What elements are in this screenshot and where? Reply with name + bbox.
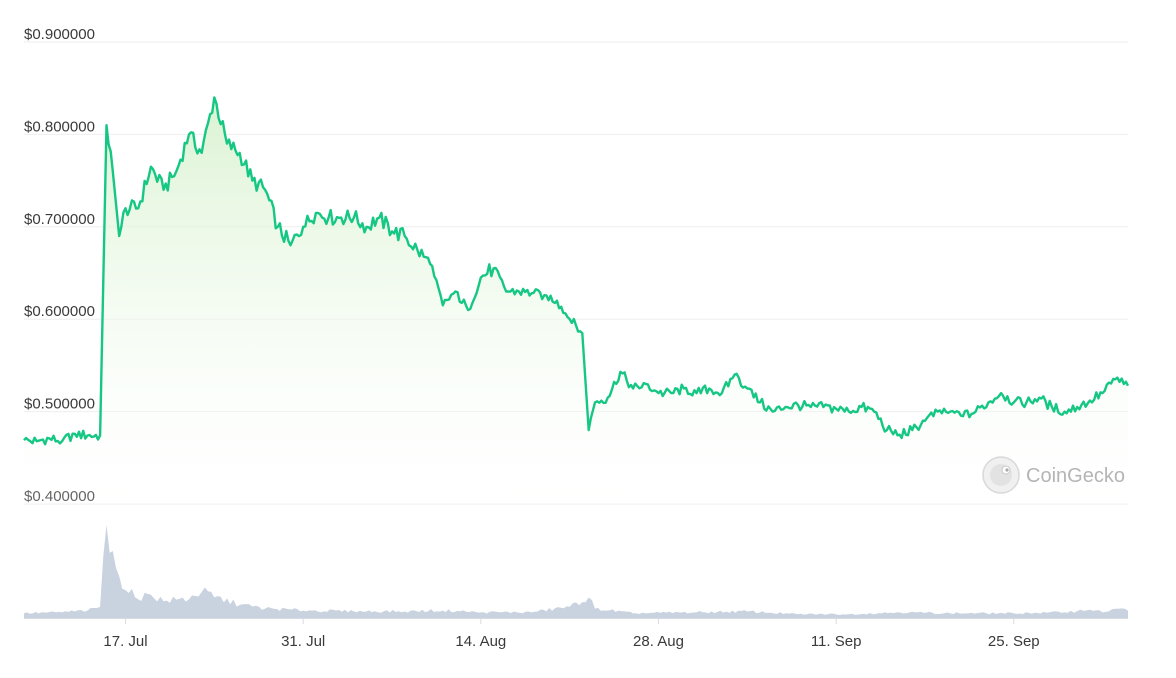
- x-tick-label: 28. Aug: [633, 633, 684, 650]
- volume-area: [24, 525, 1128, 618]
- x-tick-label: 14. Aug: [455, 633, 506, 650]
- price-area: [24, 97, 1128, 505]
- x-tick-label: 11. Sep: [811, 633, 862, 650]
- y-tick-label: $0.800000: [24, 118, 95, 135]
- y-tick-label: $0.600000: [24, 303, 95, 320]
- x-tick-label: 31. Jul: [281, 633, 325, 650]
- watermark: CoinGecko: [982, 456, 1125, 494]
- watermark-text: CoinGecko: [1026, 465, 1125, 487]
- x-tick-label: 17. Jul: [103, 633, 147, 650]
- y-tick-label: $0.500000: [24, 396, 95, 413]
- gecko-logo-icon: [982, 456, 1020, 494]
- x-tick-label: 25. Sep: [988, 633, 1040, 650]
- x-axis: 17. Jul 31. Jul 14. Aug 28. Aug 11. Sep 25. S…: [103, 618, 1040, 650]
- y-axis: $0.400000$0.500000$0.600000$0.700000$0.8…: [24, 26, 95, 505]
- y-tick-label: $0.700000: [24, 211, 95, 228]
- price-line: [23, 96, 1130, 446]
- y-tick-label: $0.900000: [24, 26, 95, 43]
